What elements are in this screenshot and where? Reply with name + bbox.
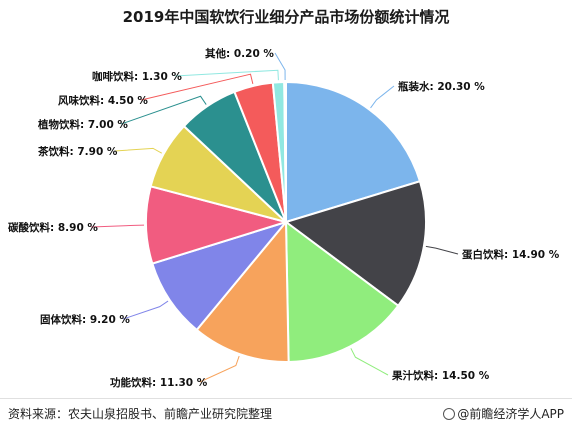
slice-label-5: 固体饮料: 9.20 % [40,313,130,326]
leader-line-8 [121,95,207,125]
slice-label-9: 风味饮料: 4.50 % [58,94,148,107]
leader-line-10 [175,69,279,81]
pie-slice-2 [283,180,427,308]
brand-text: @前瞻经济学人APP [457,407,564,421]
pie-slice-11 [283,80,287,223]
leader-line-3 [350,348,389,376]
pie-slice-3 [284,219,400,363]
leader-line-1 [370,85,395,109]
slice-label-4: 功能饮料: 11.30 % [110,376,208,389]
slice-label-7: 茶饮料: 7.90 % [37,145,118,158]
leader-line-11 [274,52,286,81]
slice-label-2: 蛋白饮料: 14.90 % [462,248,560,261]
leader-line-2 [425,245,459,255]
chart-title: 2019年中国软饮行业细分产品市场份额统计情况 [122,8,450,26]
slice-label-8: 植物饮料: 7.00 % [37,118,128,131]
leader-line-7 [114,147,163,154]
slice-label-10: 咖啡饮料: 1.30 % [92,70,182,83]
slice-label-6: 碳酸饮料: 8.90 % [8,221,98,234]
slice-label-1: 瓶装水: 20.30 % [398,80,485,93]
leader-line-9 [141,73,254,101]
leader-line-6 [91,224,145,228]
leader-line-4 [199,355,240,383]
pie-slice-5 [151,220,289,332]
source-note: 资料来源：农夫山泉招股书、前瞻产业研究院整理 [8,407,273,421]
pie-slice-1 [285,80,422,224]
brand-credit: @前瞻经济学人APP [443,405,564,422]
footer: 资料来源：农夫山泉招股书、前瞻产业研究院整理 @前瞻经济学人APP [0,398,572,432]
slice-label-3: 果汁饮料: 14.50 % [391,369,490,382]
brand-logo-icon [443,408,456,420]
leader-line-5 [123,300,169,320]
slice-label-11: 其他: 0.20 % [205,47,274,60]
pie-slice-4 [195,219,290,363]
